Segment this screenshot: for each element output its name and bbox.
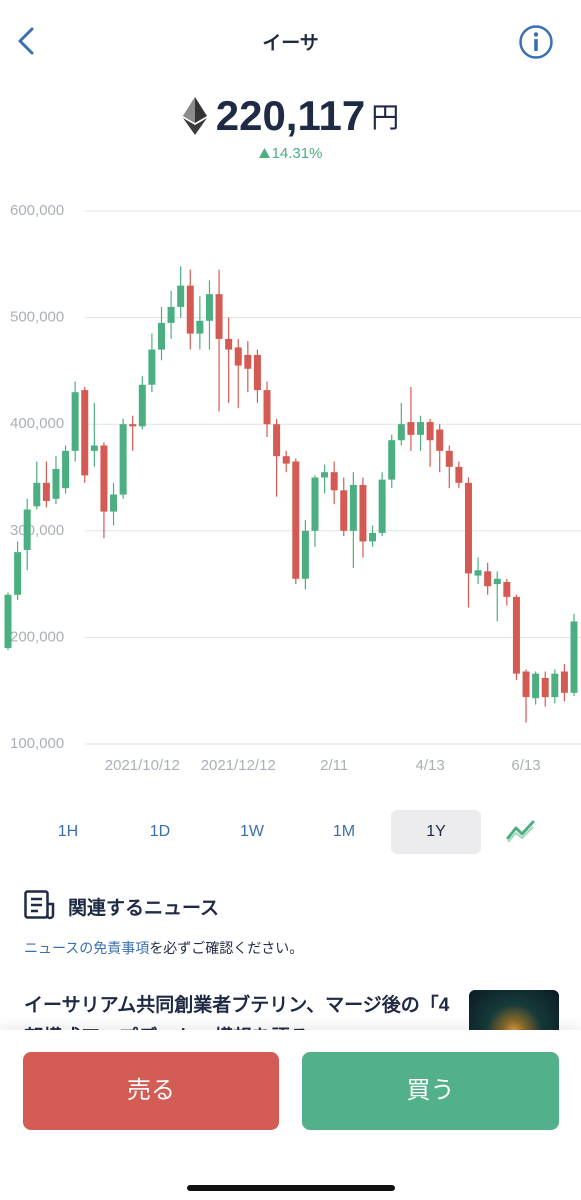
candle-body <box>388 440 396 480</box>
candle-body <box>330 472 338 491</box>
candle-body <box>464 482 472 574</box>
timeframe-button[interactable]: 1H <box>57 823 79 840</box>
timeframe-button[interactable]: 1W <box>240 823 264 840</box>
y-tick-label: 200,000 <box>10 628 64 645</box>
candle-body <box>532 673 540 699</box>
candle-body <box>301 530 309 579</box>
candle-body <box>14 552 22 595</box>
candle-body <box>503 581 511 597</box>
x-tick-label: 4/13 <box>416 757 445 774</box>
candle-body <box>4 594 12 649</box>
candle-body <box>177 285 185 307</box>
timeframe-button[interactable]: 1D <box>149 823 171 840</box>
candle-body <box>417 422 425 435</box>
candle-body <box>52 468 60 499</box>
y-tick-label: 500,000 <box>10 309 64 326</box>
candle-body <box>196 320 204 334</box>
x-tick-label: 2021/10/12 <box>105 757 180 774</box>
price-change: 14.31% <box>271 145 323 162</box>
price-unit: 円 <box>371 102 400 133</box>
candle-body <box>311 477 319 531</box>
action-panel: 売る 買う <box>0 1030 581 1200</box>
candle-body <box>42 482 50 501</box>
candle-body <box>340 490 348 531</box>
candle-body <box>273 424 281 457</box>
candle-body <box>359 484 367 542</box>
candle-body <box>62 450 70 489</box>
news-heading: 関連するニュース <box>68 898 220 919</box>
news-icon <box>24 890 55 920</box>
candle-body <box>474 570 482 576</box>
x-tick-label: 6/13 <box>511 757 540 774</box>
candle-body <box>484 571 492 587</box>
candle-body <box>81 390 89 476</box>
candle-body <box>455 466 463 483</box>
candle-body <box>225 338 233 350</box>
eth-icon <box>182 97 207 135</box>
disclaimer-link[interactable]: ニュースの免責事項 <box>24 940 150 956</box>
candle-body <box>522 671 530 698</box>
timeframe-button[interactable]: 1Y <box>391 810 481 854</box>
y-tick-label: 100,000 <box>10 735 64 752</box>
candle-body <box>321 472 329 478</box>
candle-body <box>110 494 118 512</box>
candle-body <box>560 671 568 693</box>
candle-body <box>215 294 223 339</box>
y-tick-label: 600,000 <box>10 202 64 219</box>
candle-body <box>263 390 271 425</box>
candle-body <box>100 445 108 512</box>
back-button[interactable] <box>14 26 40 56</box>
buy-button[interactable]: 買う <box>302 1052 559 1130</box>
candle-body <box>436 429 444 451</box>
info-button[interactable] <box>518 24 554 60</box>
sell-button[interactable]: 売る <box>23 1052 279 1130</box>
candle-body <box>292 461 300 579</box>
candle-body <box>23 509 31 550</box>
price: 220,117 <box>215 92 366 139</box>
candle-body <box>369 532 377 542</box>
candle-body <box>244 354 252 369</box>
y-tick-label: 300,000 <box>10 522 64 539</box>
candle-body <box>493 578 501 585</box>
candle-body <box>167 306 175 323</box>
candle-body <box>426 422 434 441</box>
candle-body <box>282 456 290 464</box>
candle-body <box>378 479 386 533</box>
candle-body <box>570 621 578 693</box>
change-row: 14.31% <box>0 145 581 162</box>
candle-body <box>71 392 79 451</box>
candle-body <box>148 349 156 385</box>
candle-body <box>186 285 194 334</box>
x-tick-label: 2021/12/12 <box>201 757 276 774</box>
chart-style-toggle[interactable] <box>506 818 536 844</box>
y-tick-label: 400,000 <box>10 415 64 432</box>
news-note: ニュースの免責事項を必ずご確認ください。 <box>24 938 303 958</box>
note-text: を必ずご確認ください。 <box>149 940 304 956</box>
candle-body <box>541 677 549 698</box>
candle-body <box>397 424 405 441</box>
x-tick-label: 2/11 <box>320 757 348 774</box>
up-arrow <box>258 148 270 158</box>
candle-body <box>33 482 41 507</box>
candle-body <box>551 673 559 698</box>
candle-body <box>138 384 146 427</box>
candle-body <box>407 422 415 435</box>
candlestick-chart: 100,000 200,000 300,000 400,000 500,000 600,0… <box>4 202 581 774</box>
candle-body <box>349 484 357 531</box>
candle-body <box>119 424 127 495</box>
price-row: 220,117 円 <box>0 92 581 140</box>
candle-body <box>253 354 261 391</box>
candle-body <box>205 294 213 321</box>
home-indicator <box>187 1185 395 1191</box>
timeframe-button[interactable]: 1M <box>332 823 356 840</box>
candle-body <box>90 445 98 451</box>
candle-body <box>129 424 137 427</box>
screen-title: イーサ <box>262 33 319 54</box>
candle-body <box>445 450 453 467</box>
candle-body <box>234 347 242 366</box>
candle-body <box>157 322 165 350</box>
candle-body <box>512 596 520 674</box>
